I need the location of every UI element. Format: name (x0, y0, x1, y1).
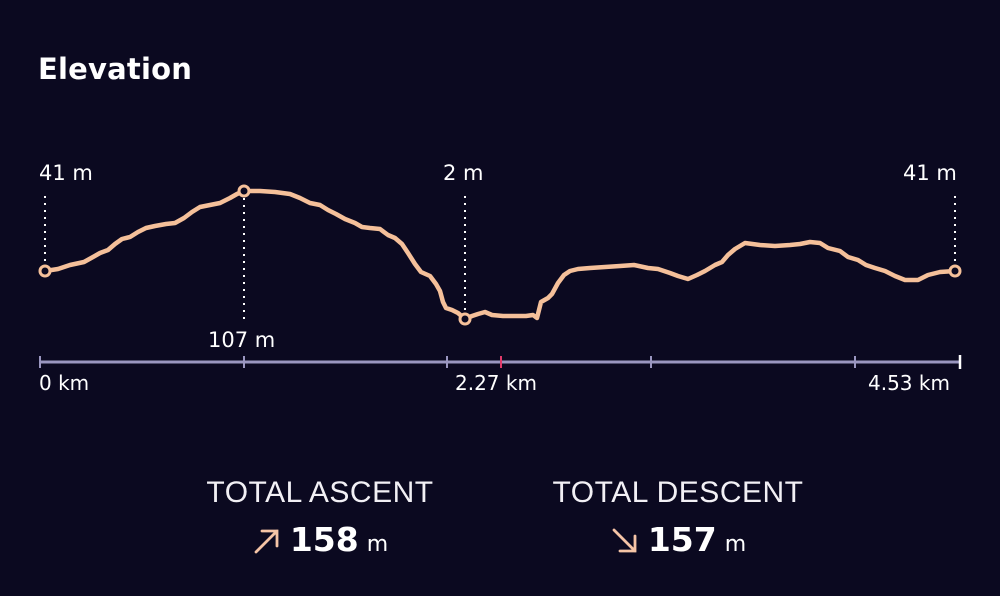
start-elevation-label: 41 m (39, 161, 93, 185)
page-title: Elevation (38, 52, 193, 86)
distance-mid-label: 2.27 km (455, 371, 537, 395)
min-point-marker (458, 312, 472, 326)
total-descent-value: 157 (647, 520, 717, 559)
distance-end-label: 4.53 km (868, 371, 950, 395)
start-point-marker (38, 264, 52, 278)
arrow-up-right-icon (254, 529, 279, 554)
total-ascent-stat: TOTAL ASCENT 158 m (195, 476, 445, 559)
total-ascent-unit: m (366, 532, 389, 557)
end-point-marker (948, 264, 962, 278)
min-elevation-label: 2 m (443, 161, 484, 185)
end-elevation-label: 41 m (903, 161, 957, 185)
elevation-chart (38, 184, 962, 369)
total-descent-title: TOTAL DESCENT (552, 476, 804, 509)
total-descent-stat: TOTAL DESCENT 157 m (540, 476, 816, 559)
total-ascent-value: 158 (289, 520, 359, 559)
arrow-down-right-icon (612, 528, 637, 553)
distance-start-label: 0 km (39, 371, 90, 395)
max-elevation-label: 107 m (208, 328, 276, 352)
axis-ticks (39, 356, 856, 368)
elevation-profile-line (42, 188, 958, 322)
total-ascent-title: TOTAL ASCENT (206, 476, 434, 509)
max-point-marker (237, 184, 251, 198)
total-descent-unit: m (724, 532, 747, 557)
